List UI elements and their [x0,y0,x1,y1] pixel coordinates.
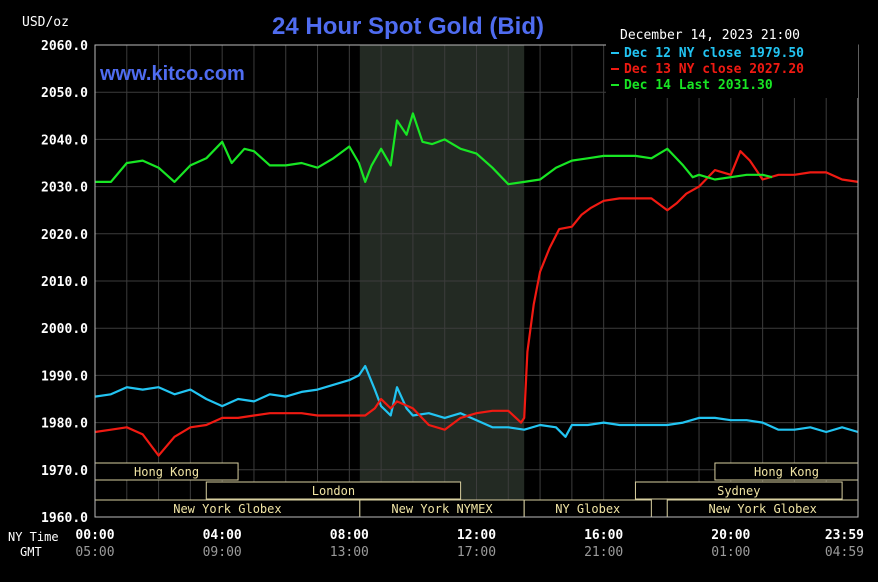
y-tick-label: 2060.0 [41,39,88,54]
session-label: New York Globex [708,502,816,516]
x-tick-label-gmt: 05:00 [75,545,114,560]
x-tick-label-gmt: 01:00 [711,545,750,560]
x-tick-label-ny: 08:00 [330,528,369,543]
y-tick-label: 1960.0 [41,511,88,526]
plot-frame [94,44,859,518]
session-label: Sydney [717,484,760,498]
x-tick-label-gmt: 21:00 [584,545,623,560]
y-tick-label: 2040.0 [41,133,88,148]
session-label: New York Globex [173,502,281,516]
x-axis-row-label-gmt: GMT [20,545,42,559]
x-tick-label-gmt: 13:00 [330,545,369,560]
legend-entry: Dec 13 NY close 2027.20 [624,62,804,77]
watermark: www.kitco.com [99,63,245,85]
series-line-2 [94,150,859,457]
session-box [205,481,462,500]
x-tick-label-gmt: 17:00 [457,545,496,560]
price-series [94,112,859,457]
x-tick-label-ny: 16:00 [584,528,623,543]
session-label: Hong Kong [134,465,199,479]
legend-box [606,44,858,98]
x-tick-label-ny: 23:59 [825,528,864,543]
x-tick-label-ny: 12:00 [457,528,496,543]
x-tick-label-gmt: 04:59 [825,545,864,560]
x-tick-label-ny: 20:00 [711,528,750,543]
session-label: NY Globex [555,502,620,516]
legend-entry: Dec 14 Last 2031.30 [624,78,773,93]
timestamp: December 14, 2023 21:00 [620,28,800,43]
y-tick-label: 2000.0 [41,322,88,337]
y-tick-label: 1970.0 [41,464,88,479]
legend-entry: Dec 12 NY close 1979.50 [624,46,804,61]
y-tick-label: 2020.0 [41,228,88,243]
market-sessions: Hong Kong Hong Kong London Sydney New York G… [94,462,859,518]
axes: 2060.0 2050.0 2040.0 2030.0 2020.0 2010.0 2000… [8,39,864,560]
y-tick-label: 1980.0 [41,417,88,432]
y-tick-label: 2030.0 [41,181,88,196]
series-line-1 [94,364,859,438]
session-label: Hong Kong [754,465,819,479]
unit-label: USD/oz [22,15,69,30]
session-label: New York NYMEX [391,502,493,516]
y-tick-label: 2010.0 [41,275,88,290]
x-axis-row-label-ny: NY Time [8,530,59,544]
y-tick-label: 1990.0 [41,369,88,384]
series-line-3 [95,112,773,186]
chart-title: 24 Hour Spot Gold (Bid) [272,13,544,40]
x-tick-label-ny: 04:00 [203,528,242,543]
x-tick-label-gmt: 09:00 [203,545,242,560]
session-box [634,481,843,500]
y-tick-label: 2050.0 [41,86,88,101]
x-tick-label-ny: 00:00 [75,528,114,543]
session-label: London [312,484,355,498]
